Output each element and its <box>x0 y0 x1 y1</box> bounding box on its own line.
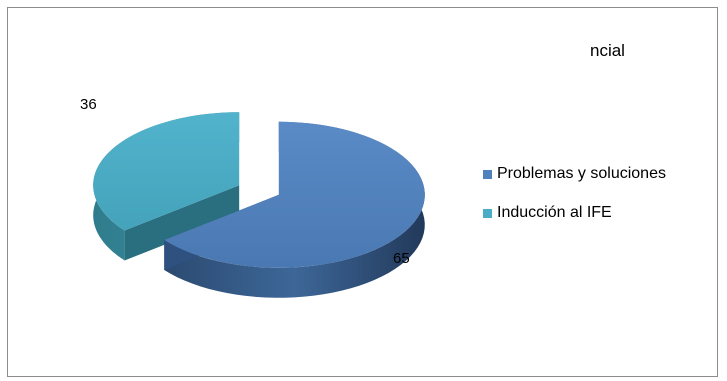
legend: Problemas y soluciones Inducción al IFE <box>483 164 666 242</box>
pie-slice-problemas-top <box>164 121 425 268</box>
legend-swatch-problemas <box>483 169 492 179</box>
legend-item-induccion: Inducción al IFE <box>483 203 666 223</box>
pie-slice-induccion-face-0 <box>124 185 240 261</box>
legend-item-problemas: Problemas y soluciones <box>483 164 666 184</box>
chart-title: ncial <box>590 41 625 60</box>
pie-slice-induccion <box>93 112 240 261</box>
data-label-problemas: 65 <box>393 250 410 267</box>
legend-label-problemas: Problemas y soluciones <box>497 165 666 182</box>
data-label-induccion: 36 <box>80 96 97 113</box>
pie-slice-induccion-top <box>93 112 240 231</box>
pie-slice-problemas-side <box>164 121 425 298</box>
legend-swatch-induccion <box>483 208 492 218</box>
pie-slice-problemas <box>164 121 425 298</box>
legend-label-induccion: Inducción al IFE <box>497 204 612 221</box>
